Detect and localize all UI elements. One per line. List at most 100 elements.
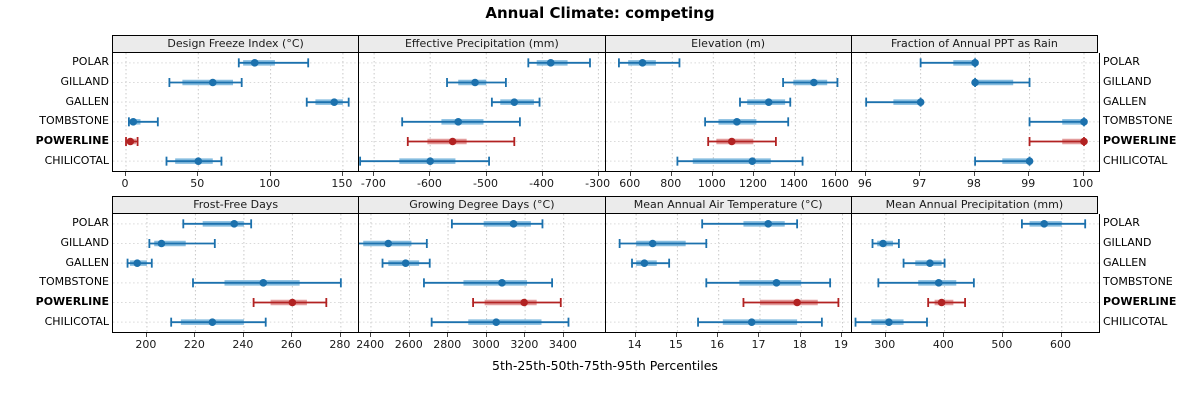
whisker-chilicotal [696,317,823,327]
tick-label: 1000 [697,177,726,190]
tick-mark [1001,333,1003,337]
tick-mark [752,172,754,176]
tick-label: 19 [834,338,849,351]
tick-label: 3400 [548,338,577,351]
tick-label: 14 [627,338,642,351]
tick-label: 220 [183,338,205,351]
tick-mark [758,333,760,337]
whisker-polar [1020,219,1086,229]
site-labels-left-top: POLAR GILLAND GALLEN TOMBSTONE POWERLINE CHIL… [1,52,109,170]
tick-mark [675,333,677,337]
tick-label: 15 [668,338,683,351]
tick-mark [447,333,449,337]
tick-label: 17 [751,338,766,351]
panel-plot-area [604,53,854,172]
tick-label: 50 [190,177,205,190]
x-axis-mean-annual-precipitation-mm: 300 400 500 600 [851,333,1098,357]
tick-mark [485,172,487,176]
tick-mark [841,333,843,337]
tick-mark [711,172,713,176]
whisker-chilicotal [973,156,1034,166]
tick-label: 1200 [738,177,767,190]
whisker-tombstone [1028,117,1088,127]
tick-label: 200 [135,338,157,351]
tick-mark [919,172,921,176]
tick-label: 260 [280,338,302,351]
site-label-powerline: POWERLINE [35,134,109,148]
panel-band-bottom: Frost-Free Days 200 220 240 260 280 Growing De… [112,196,1100,357]
tick-mark [834,172,836,176]
tick-label: 100 [1072,177,1094,190]
chart-title: Annual Climate: competing [485,4,715,22]
tick-mark [943,333,945,337]
site-label-tombstone: TOMBSTONE [1103,275,1173,289]
tick-mark [339,333,341,337]
site-label-chilicotal: CHILICOTAL [1103,314,1168,328]
panel-strip-title: Fraction of Annual PPT as Rain [850,35,1098,53]
x-axis-frost-free-days: 200 220 240 260 280 [112,333,359,357]
site-labels-right-top: POLAR GILLAND GALLEN TOMBSTONE POWERLINE CHIL… [1103,52,1200,170]
x-axis-fraction-of-annual-ppt-as-rain: 96 97 98 99 100 [851,172,1098,196]
x-axis-elevation-m: 600 800 1000 1200 1400 1600 [605,172,852,196]
panel-fraction-of-annual-ppt-as-rain: Fraction of Annual PPT as Rain 96 97 98 99 10… [850,35,1100,196]
whisker-gallen [902,258,946,268]
panel-strip-title: Frost-Free Days [112,196,360,214]
tick-label: 99 [1021,177,1036,190]
panel-growing-degree-days-c: Growing Degree Days (°C) 2400 2600 2800 3000… [356,196,608,357]
tick-label: 100 [259,177,281,190]
tick-label: -500 [473,177,498,190]
tick-mark [524,333,526,337]
panel-frost-free-days: Frost-Free Days 200 220 240 260 280 [112,196,362,357]
site-label-polar: POLAR [72,216,109,230]
whisker-gilland [871,239,900,248]
panel-strip-title: Mean Annual Air Temperature (°C) [604,196,852,214]
x-axis-effective-precipitation-mm: -700 -600 -500 -400 -300 [358,172,610,196]
site-label-chilicotal: CHILICOTAL [44,153,109,167]
panel-band-top: Design Freeze Index (°C) 0 50 100 150 Effecti… [112,35,1100,196]
tick-label: 600 [619,177,641,190]
tick-mark [370,333,372,337]
panel-plot-area [112,214,362,333]
whisker-polar [527,58,592,68]
tick-mark [125,172,126,176]
whisker-tombstone [128,117,159,127]
site-label-gallen: GALLEN [1103,94,1147,108]
tick-mark [884,333,886,337]
tick-label: -600 [416,177,442,190]
whisker-chilicotal [854,317,928,327]
tick-mark [562,333,564,337]
site-label-tombstone: TOMBSTONE [1103,114,1173,128]
site-label-tombstone: TOMBSTONE [39,275,109,289]
site-label-gallen: GALLEN [65,94,109,108]
tick-label: 2400 [356,338,385,351]
whisker-powerline [472,298,562,307]
tick-label: 97 [912,177,927,190]
tick-label: 3200 [510,338,539,351]
tick-label: 1600 [820,177,849,190]
panel-elevation-m: Elevation (m) 600 800 1000 1200 1400 1600 [604,35,854,196]
tick-label: 16 [710,338,725,351]
tick-label: 96 [857,177,872,190]
whisker-gilland [781,78,838,87]
panel-strip-title: Design Freeze Index (°C) [112,35,360,53]
whisker-polar [237,58,310,68]
whisker-gilland [618,239,707,248]
tick-mark [793,172,795,176]
whisker-powerline [252,298,328,307]
tick-label: 150 [331,177,353,190]
whisker-polar [182,219,253,229]
tick-label: -700 [360,177,386,190]
site-label-gilland: GILLAND [60,75,109,88]
tick-mark [670,172,672,176]
panel-strip-title: Mean Annual Precipitation (mm) [850,196,1098,214]
panel-design-freeze-index-c: Design Freeze Index (°C) 0 50 100 150 [112,35,362,196]
whisker-tombstone [703,117,789,127]
site-label-polar: POLAR [1103,55,1140,69]
tick-mark [341,172,343,176]
whisker-tombstone [401,117,522,127]
whisker-tombstone [877,278,975,288]
site-label-chilicotal: CHILICOTAL [44,314,109,328]
tick-label: 1400 [779,177,808,190]
whisker-powerline [1028,137,1088,146]
tick-mark [717,333,719,337]
